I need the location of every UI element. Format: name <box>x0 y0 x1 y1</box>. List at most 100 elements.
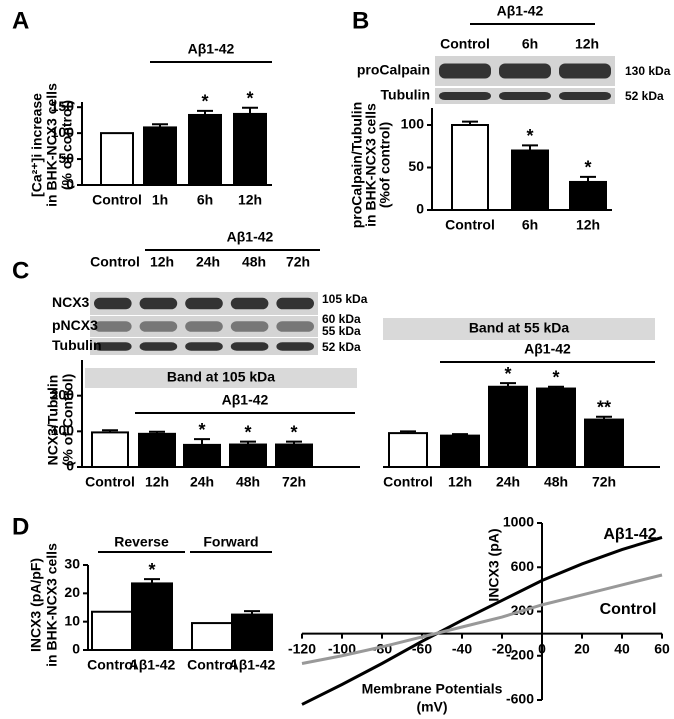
blot-band <box>94 297 132 310</box>
bar <box>191 622 233 651</box>
lane-label: Control <box>440 36 490 52</box>
x-tick-label: 6h <box>197 192 213 208</box>
blot-band <box>439 63 491 79</box>
group-label: Reverse <box>114 534 169 550</box>
lane-label: 48h <box>242 254 266 270</box>
series-label: Control <box>600 601 657 618</box>
y-axis-label: in BHK-NCX3 cells <box>363 103 379 227</box>
x-tick-label: -20 <box>492 640 512 656</box>
error-bar <box>102 429 118 433</box>
lane-label: Control <box>90 254 140 270</box>
size-label: 52 kDa <box>625 89 664 103</box>
y-tick-label: 10 <box>64 612 80 628</box>
y-tick-label: 100 <box>51 422 75 438</box>
blot-band <box>185 342 223 351</box>
y-tick-label: 20 <box>64 584 80 600</box>
x-tick-label: Control <box>92 192 142 208</box>
x-tick-label: Control <box>445 217 495 233</box>
bar <box>100 132 134 186</box>
y-tick-label: 600 <box>511 558 535 574</box>
blot-band <box>94 342 132 351</box>
y-tick-label: 200 <box>51 386 75 402</box>
bar <box>569 180 607 211</box>
y-axis-label: NCX3/Tubulin <box>45 375 61 466</box>
y-tick-label: 0 <box>66 458 74 474</box>
bar <box>188 113 222 186</box>
chart-title: Band at 105 kDa <box>167 369 275 385</box>
x-axis-label: (mV) <box>416 699 447 715</box>
band-label: proCalpain <box>357 62 430 78</box>
bar <box>229 443 267 468</box>
x-tick-label: 40 <box>614 640 630 656</box>
chart-title: Band at 55 kDa <box>469 320 570 336</box>
blot-band <box>230 321 269 332</box>
blot-band <box>230 297 269 310</box>
y-tick-label: 50 <box>58 150 74 166</box>
blot-group-label: Aβ1-42 <box>497 3 544 19</box>
blot-band <box>185 297 223 310</box>
error-bar <box>462 120 478 125</box>
x-tick-label: -40 <box>452 640 472 656</box>
y-axis-label: in BHK-NCX3 cells <box>44 83 60 207</box>
iv-curve <box>301 535 663 706</box>
error-bar <box>194 438 210 445</box>
bar <box>233 112 267 186</box>
significance-marker: * <box>552 368 559 388</box>
x-tick-label: 1h <box>152 192 168 208</box>
bar <box>91 431 129 468</box>
bar <box>183 443 221 468</box>
significance-marker: * <box>290 422 297 442</box>
blot-band <box>499 63 551 79</box>
bracket-label: Aβ1-42 <box>222 392 269 408</box>
x-tick-label: 60 <box>654 640 670 656</box>
band-label: Tubulin <box>381 87 431 103</box>
blot-band <box>276 297 314 310</box>
significance-marker: * <box>198 420 205 440</box>
y-tick-label: 100 <box>51 124 75 140</box>
size-label: 130 kDa <box>625 64 671 78</box>
title-box <box>383 318 655 340</box>
panel-letter: D <box>12 513 29 540</box>
error-bar <box>580 175 596 182</box>
x-tick-label: Aβ1-42 <box>129 657 176 673</box>
error-bar <box>286 440 302 445</box>
error-bar <box>240 440 256 445</box>
bar <box>511 149 549 211</box>
x-tick-label: 72h <box>282 474 306 490</box>
size-label: 105 kDa <box>322 292 368 306</box>
x-tick-label: 6h <box>522 217 538 233</box>
lane-label: 12h <box>150 254 174 270</box>
blot-band <box>439 92 491 100</box>
size-label: 60 kDa <box>322 312 361 326</box>
panel-letter: A <box>12 7 29 34</box>
lane-label: 12h <box>575 36 599 52</box>
x-tick-label: 0 <box>538 640 546 656</box>
band-label: pNCX3 <box>52 317 98 333</box>
y-tick-label: -200 <box>506 646 534 662</box>
y-tick-label: -600 <box>506 691 534 707</box>
y-axis-label: (% of Control) <box>60 374 76 467</box>
y-tick-label: 0 <box>72 641 80 657</box>
blot-band <box>139 297 178 310</box>
bar <box>131 582 173 652</box>
error-bar <box>596 415 612 420</box>
y-tick-label: 100 <box>401 116 425 132</box>
error-bar <box>149 430 165 434</box>
significance-marker: ** <box>597 397 611 417</box>
x-tick-label: 20 <box>574 640 590 656</box>
x-tick-label: -100 <box>328 640 356 656</box>
x-tick-label: 12h <box>238 192 262 208</box>
y-tick-label: 50 <box>408 158 424 174</box>
error-bar <box>144 578 160 584</box>
y-tick-label: 150 <box>51 98 75 114</box>
significance-marker: * <box>244 422 251 442</box>
blot-band <box>276 342 314 351</box>
blot-band <box>559 63 611 79</box>
bracket-label: Aβ1-42 <box>188 41 235 57</box>
bar <box>275 443 313 468</box>
bar <box>138 432 176 468</box>
panel-letter: B <box>352 7 369 34</box>
blot-band <box>276 321 314 332</box>
significance-marker: * <box>584 158 591 178</box>
band-label: Tubulin <box>52 337 102 353</box>
